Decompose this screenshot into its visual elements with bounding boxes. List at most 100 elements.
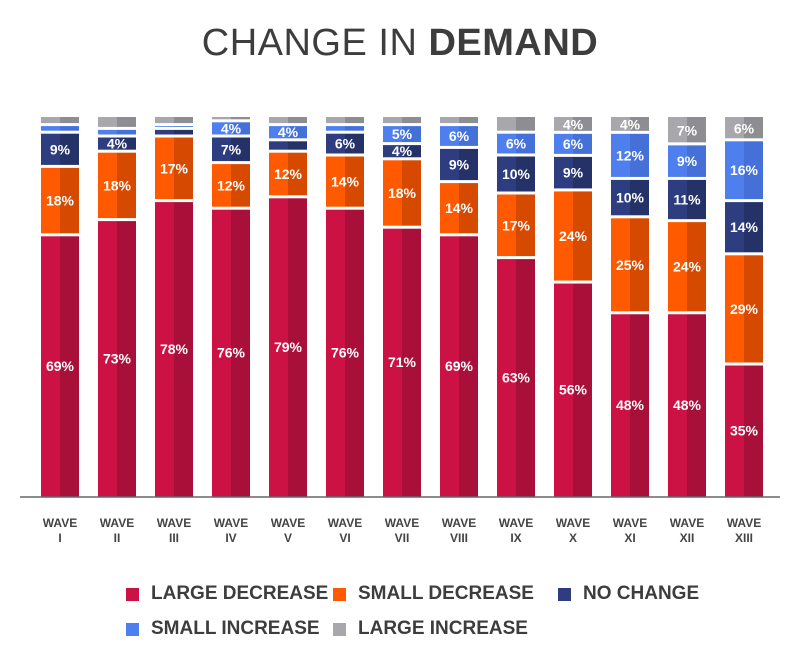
legend-swatch bbox=[333, 587, 346, 601]
legend-label: SMALL INCREASE bbox=[151, 618, 320, 639]
data-label: 5% bbox=[392, 126, 413, 142]
bar-segment-no-change bbox=[326, 132, 364, 155]
title-light: CHANGE IN bbox=[201, 22, 418, 64]
segment-separator bbox=[212, 206, 250, 210]
category-label: X bbox=[569, 531, 577, 545]
title-bold: DEMAND bbox=[428, 22, 599, 64]
data-label: 18% bbox=[388, 185, 417, 201]
legend-label: LARGE INCREASE bbox=[358, 618, 528, 639]
segment-separator bbox=[269, 138, 307, 142]
bar-segment-large-increase bbox=[611, 117, 649, 133]
bar-segment-small-decrease bbox=[155, 136, 193, 201]
segment-separator bbox=[554, 280, 592, 284]
category-label: WAVE bbox=[385, 516, 419, 530]
segment-separator bbox=[212, 119, 250, 123]
segment-separator bbox=[554, 188, 592, 192]
data-label: 71% bbox=[388, 354, 417, 370]
segment-separator bbox=[98, 149, 136, 153]
bar-segment-small-decrease bbox=[554, 189, 592, 283]
bar-segment-large-decrease bbox=[269, 196, 307, 498]
segment-separator bbox=[440, 123, 478, 127]
segment-separator bbox=[725, 199, 763, 203]
legend-label: SMALL DECREASE bbox=[358, 583, 534, 604]
bar-segment-large-increase bbox=[440, 117, 478, 125]
data-label: 48% bbox=[673, 397, 702, 413]
bar-segment-small-decrease bbox=[383, 158, 421, 228]
data-label: 48% bbox=[616, 397, 645, 413]
bar-segment-small-increase bbox=[440, 124, 478, 148]
data-label: 69% bbox=[46, 358, 75, 374]
segment-separator bbox=[155, 126, 193, 130]
category-label: V bbox=[284, 531, 292, 545]
bar-segment-small-increase bbox=[212, 120, 250, 136]
data-label: 9% bbox=[677, 153, 698, 169]
segment-separator bbox=[155, 199, 193, 203]
bar-segment-large-increase bbox=[98, 117, 136, 129]
category-label: WAVE bbox=[43, 516, 77, 530]
bar-segment-no-change bbox=[41, 132, 79, 167]
category-label: XII bbox=[680, 531, 695, 545]
data-label: 17% bbox=[160, 160, 189, 176]
segment-separator bbox=[326, 130, 364, 134]
bar-segment-large-decrease bbox=[611, 312, 649, 497]
data-label: 78% bbox=[160, 341, 189, 357]
segment-separator bbox=[98, 134, 136, 138]
bar-segment-small-increase bbox=[326, 124, 364, 133]
segment-separator bbox=[155, 123, 193, 127]
legend-label: LARGE DECREASE bbox=[151, 583, 329, 604]
segment-separator bbox=[383, 225, 421, 229]
bar-segment-large-decrease bbox=[155, 200, 193, 497]
bar-segment-large-decrease bbox=[212, 208, 250, 497]
bar-segment-no-change bbox=[98, 136, 136, 152]
segment-separator bbox=[41, 130, 79, 134]
data-label: 73% bbox=[103, 350, 132, 366]
category-label: I bbox=[58, 531, 61, 545]
category-label: WAVE bbox=[157, 516, 191, 530]
bar-segment-no-change bbox=[554, 155, 592, 190]
category-label: XIII bbox=[735, 531, 753, 545]
segment-separator bbox=[497, 256, 535, 260]
data-label: 9% bbox=[449, 157, 470, 173]
data-label: 76% bbox=[217, 345, 246, 361]
data-label: 18% bbox=[103, 177, 132, 193]
segment-separator bbox=[611, 311, 649, 315]
segment-separator bbox=[155, 134, 193, 138]
bar-segment-no-change bbox=[212, 136, 250, 163]
bar-segment-large-decrease bbox=[668, 312, 706, 497]
bar-segment-small-increase bbox=[41, 124, 79, 133]
data-label: 25% bbox=[616, 257, 645, 273]
bar-segment-small-increase bbox=[554, 132, 592, 156]
bar-segment-no-change bbox=[611, 178, 649, 217]
bar-segment-small-decrease bbox=[440, 181, 478, 235]
segment-separator bbox=[668, 311, 706, 315]
bar-segment-no-change bbox=[725, 200, 763, 254]
bar-segment-large-decrease bbox=[98, 219, 136, 497]
data-label: 69% bbox=[445, 358, 474, 374]
bar-segment-small-increase bbox=[269, 124, 307, 140]
data-label: 10% bbox=[616, 190, 645, 206]
bar-segment-large-decrease bbox=[41, 234, 79, 498]
category-label: VIII bbox=[450, 531, 468, 545]
bar-segment-large-increase bbox=[326, 117, 364, 125]
bar-segment-small-decrease bbox=[41, 166, 79, 235]
data-label: 4% bbox=[107, 136, 128, 152]
data-label: 12% bbox=[616, 147, 645, 163]
segment-separator bbox=[668, 219, 706, 223]
segment-separator bbox=[326, 206, 364, 210]
segment-separator bbox=[269, 195, 307, 199]
segment-separator bbox=[326, 153, 364, 157]
data-label: 10% bbox=[502, 166, 531, 182]
category-label: WAVE bbox=[556, 516, 590, 530]
bar-segment-large-increase bbox=[668, 117, 706, 144]
bar-segment-large-increase bbox=[554, 117, 592, 133]
category-label: WAVE bbox=[328, 516, 362, 530]
data-label: 17% bbox=[502, 217, 531, 233]
bar-segment-large-increase bbox=[269, 117, 307, 125]
category-label: XI bbox=[624, 531, 635, 545]
segment-separator bbox=[41, 233, 79, 237]
data-label: 4% bbox=[620, 117, 641, 133]
bar-segment-no-change bbox=[269, 139, 307, 152]
bar-segment-small-increase bbox=[668, 143, 706, 179]
bar-segment-large-decrease bbox=[554, 282, 592, 497]
bar-segment-large-decrease bbox=[326, 208, 364, 497]
